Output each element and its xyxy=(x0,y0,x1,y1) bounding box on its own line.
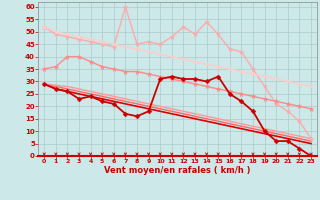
X-axis label: Vent moyen/en rafales ( km/h ): Vent moyen/en rafales ( km/h ) xyxy=(104,166,251,175)
